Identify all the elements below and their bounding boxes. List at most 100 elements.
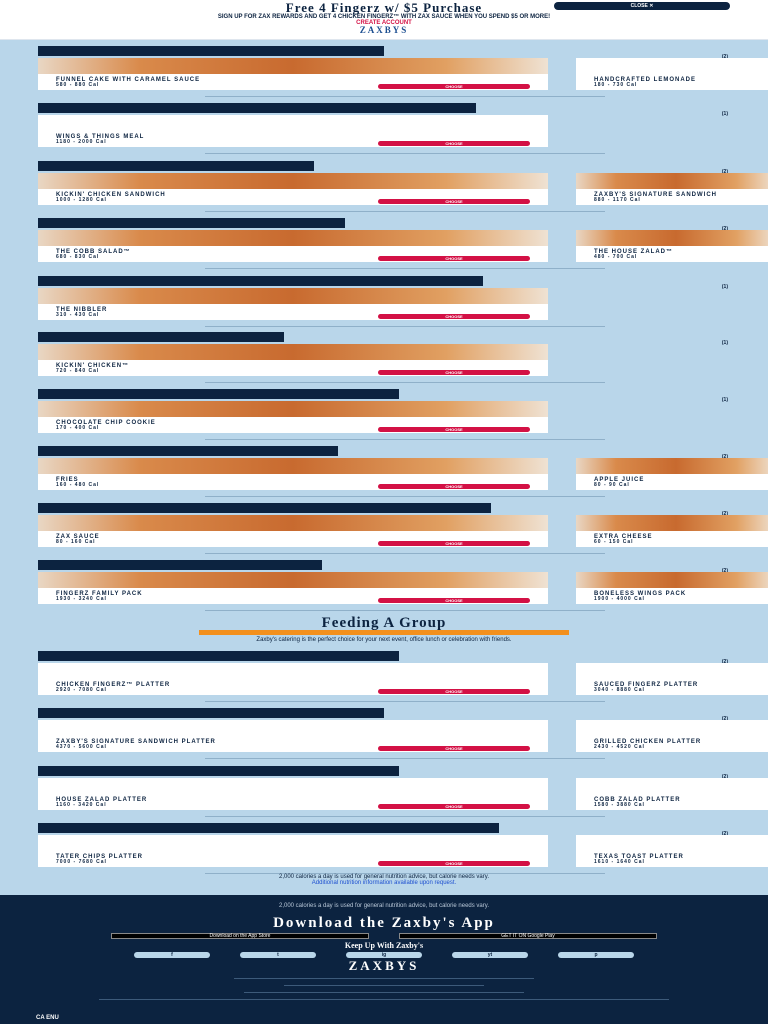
item-name: Extra Cheese <box>594 534 653 540</box>
item-name: Boneless Wings Pack <box>594 591 687 597</box>
menu-item-card[interactable]: Chocolate Chip Cookie 170 - 400 Cal CHOOSE <box>38 401 548 433</box>
app-store-button[interactable]: Download on the App Store <box>111 933 369 939</box>
instagram-icon[interactable]: ig <box>346 952 422 958</box>
item-count: (2) <box>721 774 728 780</box>
close-button[interactable]: CLOSE ✕ <box>554 2 730 10</box>
item-name: Zax Sauce <box>56 534 100 540</box>
choose-button[interactable]: CHOOSE <box>378 804 530 809</box>
feeding-description: Zaxby's catering is the perfect choice f… <box>256 637 512 643</box>
item-calories: 80 - 160 Cal <box>56 539 96 545</box>
choose-button[interactable]: CHOOSE <box>378 427 530 432</box>
keep-up-heading: Keep Up With Zaxby's <box>344 941 424 950</box>
item-calories: 680 - 830 Cal <box>56 254 100 260</box>
item-calories: 160 - 480 Cal <box>56 482 100 488</box>
item-name: Wings & Things Meal <box>56 134 145 140</box>
menu-item-card[interactable]: Zax Sauce 80 - 160 Cal CHOOSE <box>38 515 548 547</box>
menu-item-card[interactable]: Chicken Fingerz™ Platter 2920 - 7080 Cal C… <box>38 663 548 695</box>
item-name: Chicken Fingerz™ Platter <box>56 682 171 688</box>
menu-item-card[interactable]: Apple Juice 80 - 90 Cal <box>576 458 768 490</box>
menu-item-card[interactable]: Funnel Cake with Caramel Sauce 580 - 880 … <box>38 58 548 90</box>
menu-item-card[interactable]: Handcrafted Lemonade 180 - 730 Cal <box>576 58 768 90</box>
item-calories: 310 - 430 Cal <box>56 312 100 318</box>
twitter-icon[interactable]: t <box>240 952 316 958</box>
item-calories: 2430 - 4520 Cal <box>594 744 645 750</box>
youtube-icon[interactable]: yt <box>452 952 528 958</box>
choose-button[interactable]: CHOOSE <box>378 314 530 319</box>
menu-item-card[interactable]: Wings & Things Meal 1180 - 2000 Cal CHOOSE <box>38 115 548 147</box>
choose-button[interactable]: CHOOSE <box>378 199 530 204</box>
choose-button[interactable]: CHOOSE <box>378 84 530 89</box>
item-count: (1) <box>721 284 728 290</box>
item-calories: 4370 - 5600 Cal <box>56 744 107 750</box>
item-name: Zaxby's Signature Sandwich <box>594 192 717 198</box>
language-selector[interactable]: CA ENU <box>36 1015 59 1021</box>
item-count: (2) <box>721 54 728 60</box>
item-name: Fingerz Family Pack <box>56 591 143 597</box>
choose-button[interactable]: CHOOSE <box>378 484 530 489</box>
food-image <box>38 344 548 360</box>
item-calories: 1930 - 3240 Cal <box>56 596 107 602</box>
choose-button[interactable]: CHOOSE <box>378 541 530 546</box>
section-divider <box>205 758 605 759</box>
nutrition-link[interactable]: Additional nutrition information availab… <box>311 880 457 886</box>
section-header-bar <box>38 332 284 342</box>
section-divider <box>205 326 605 327</box>
menu-item-card[interactable]: Kickin' Chicken Sandwich 1000 - 1280 Cal C… <box>38 173 548 205</box>
choose-button[interactable]: CHOOSE <box>378 141 530 146</box>
footer-divider <box>234 978 534 979</box>
food-image <box>38 288 548 304</box>
menu-section: (2) Fingerz Family Pack 1930 - 3240 Cal CHO… <box>0 560 768 616</box>
menu-item-card[interactable]: The House Zalad™ 480 - 700 Cal <box>576 230 768 262</box>
menu-item-card[interactable]: The Cobb Salad™ 680 - 830 Cal CHOOSE <box>38 230 548 262</box>
section-header-bar <box>38 218 346 228</box>
item-name: The House Zalad™ <box>594 249 673 255</box>
choose-button[interactable]: CHOOSE <box>378 689 530 694</box>
section-divider <box>205 610 605 611</box>
menu-item-card[interactable]: Texas Toast Platter 1610 - 1640 Cal <box>576 835 768 867</box>
menu-item-card[interactable]: Kickin' Chicken™ 720 - 840 Cal CHOOSE <box>38 344 548 376</box>
section-divider <box>205 701 605 702</box>
promo-title: Free 4 Fingerz w/ $5 Purchase <box>285 0 483 15</box>
item-calories: 3040 - 8880 Cal <box>594 687 645 693</box>
section-divider <box>205 816 605 817</box>
item-calories: 1000 - 1280 Cal <box>56 197 107 203</box>
item-calories: 170 - 400 Cal <box>56 425 100 431</box>
choose-button[interactable]: CHOOSE <box>378 861 530 866</box>
menu-item-card[interactable]: Tater Chips Platter 7000 - 7680 Cal CHOOSE <box>38 835 548 867</box>
menu-item-card[interactable]: House Zalad Platter 1160 - 3420 Cal CHOOSE <box>38 778 548 810</box>
section-divider <box>205 553 605 554</box>
menu-item-card[interactable]: The Nibbler 310 - 430 Cal CHOOSE <box>38 288 548 320</box>
create-account-link[interactable]: CREATE ACCOUNT <box>356 20 412 26</box>
menu-section: (1) Wings & Things Meal 1180 - 2000 Cal CHO… <box>0 103 768 159</box>
food-image <box>576 572 768 588</box>
item-calories: 2920 - 7080 Cal <box>56 687 107 693</box>
menu-item-card[interactable]: Extra Cheese 60 - 150 Cal <box>576 515 768 547</box>
footer-logo: ZAXBYS <box>348 958 420 973</box>
facebook-icon[interactable]: f <box>134 952 210 958</box>
choose-button[interactable]: CHOOSE <box>378 746 530 751</box>
menu-item-card[interactable]: Sauced Fingerz Platter 3040 - 8880 Cal <box>576 663 768 695</box>
menu-item-card[interactable]: Zaxby's Signature Sandwich Platter 4370 -… <box>38 720 548 752</box>
item-name: Kickin' Chicken Sandwich <box>56 192 166 198</box>
section-header-bar <box>38 389 399 399</box>
choose-button[interactable]: CHOOSE <box>378 256 530 261</box>
menu-item-card[interactable]: Zaxby's Signature Sandwich 880 - 1170 Cal <box>576 173 768 205</box>
menu-item-card[interactable]: Boneless Wings Pack 1900 - 4000 Cal <box>576 572 768 604</box>
item-name: Grilled Chicken Platter <box>594 739 702 745</box>
choose-button[interactable]: CHOOSE <box>378 370 530 375</box>
section-divider <box>205 96 605 97</box>
menu-section: (1) Kickin' Chicken™ 720 - 840 Cal CHOOSE <box>0 332 768 388</box>
item-name: Texas Toast Platter <box>594 854 684 860</box>
menu-item-card[interactable]: Cobb Zalad Platter 1580 - 3880 Cal <box>576 778 768 810</box>
footer-divider <box>284 985 484 986</box>
pinterest-icon[interactable]: p <box>558 952 634 958</box>
item-calories: 7000 - 7680 Cal <box>56 859 107 865</box>
food-image <box>38 572 548 588</box>
section-divider <box>205 153 605 154</box>
menu-item-card[interactable]: Grilled Chicken Platter 2430 - 4520 Cal <box>576 720 768 752</box>
choose-button[interactable]: CHOOSE <box>378 598 530 603</box>
item-name: The Nibbler <box>56 307 108 313</box>
menu-item-card[interactable]: Fingerz Family Pack 1930 - 3240 Cal CHOOSE <box>38 572 548 604</box>
menu-item-card[interactable]: Fries 160 - 480 Cal CHOOSE <box>38 458 548 490</box>
google-play-button[interactable]: GET IT ON Google Play <box>399 933 657 939</box>
